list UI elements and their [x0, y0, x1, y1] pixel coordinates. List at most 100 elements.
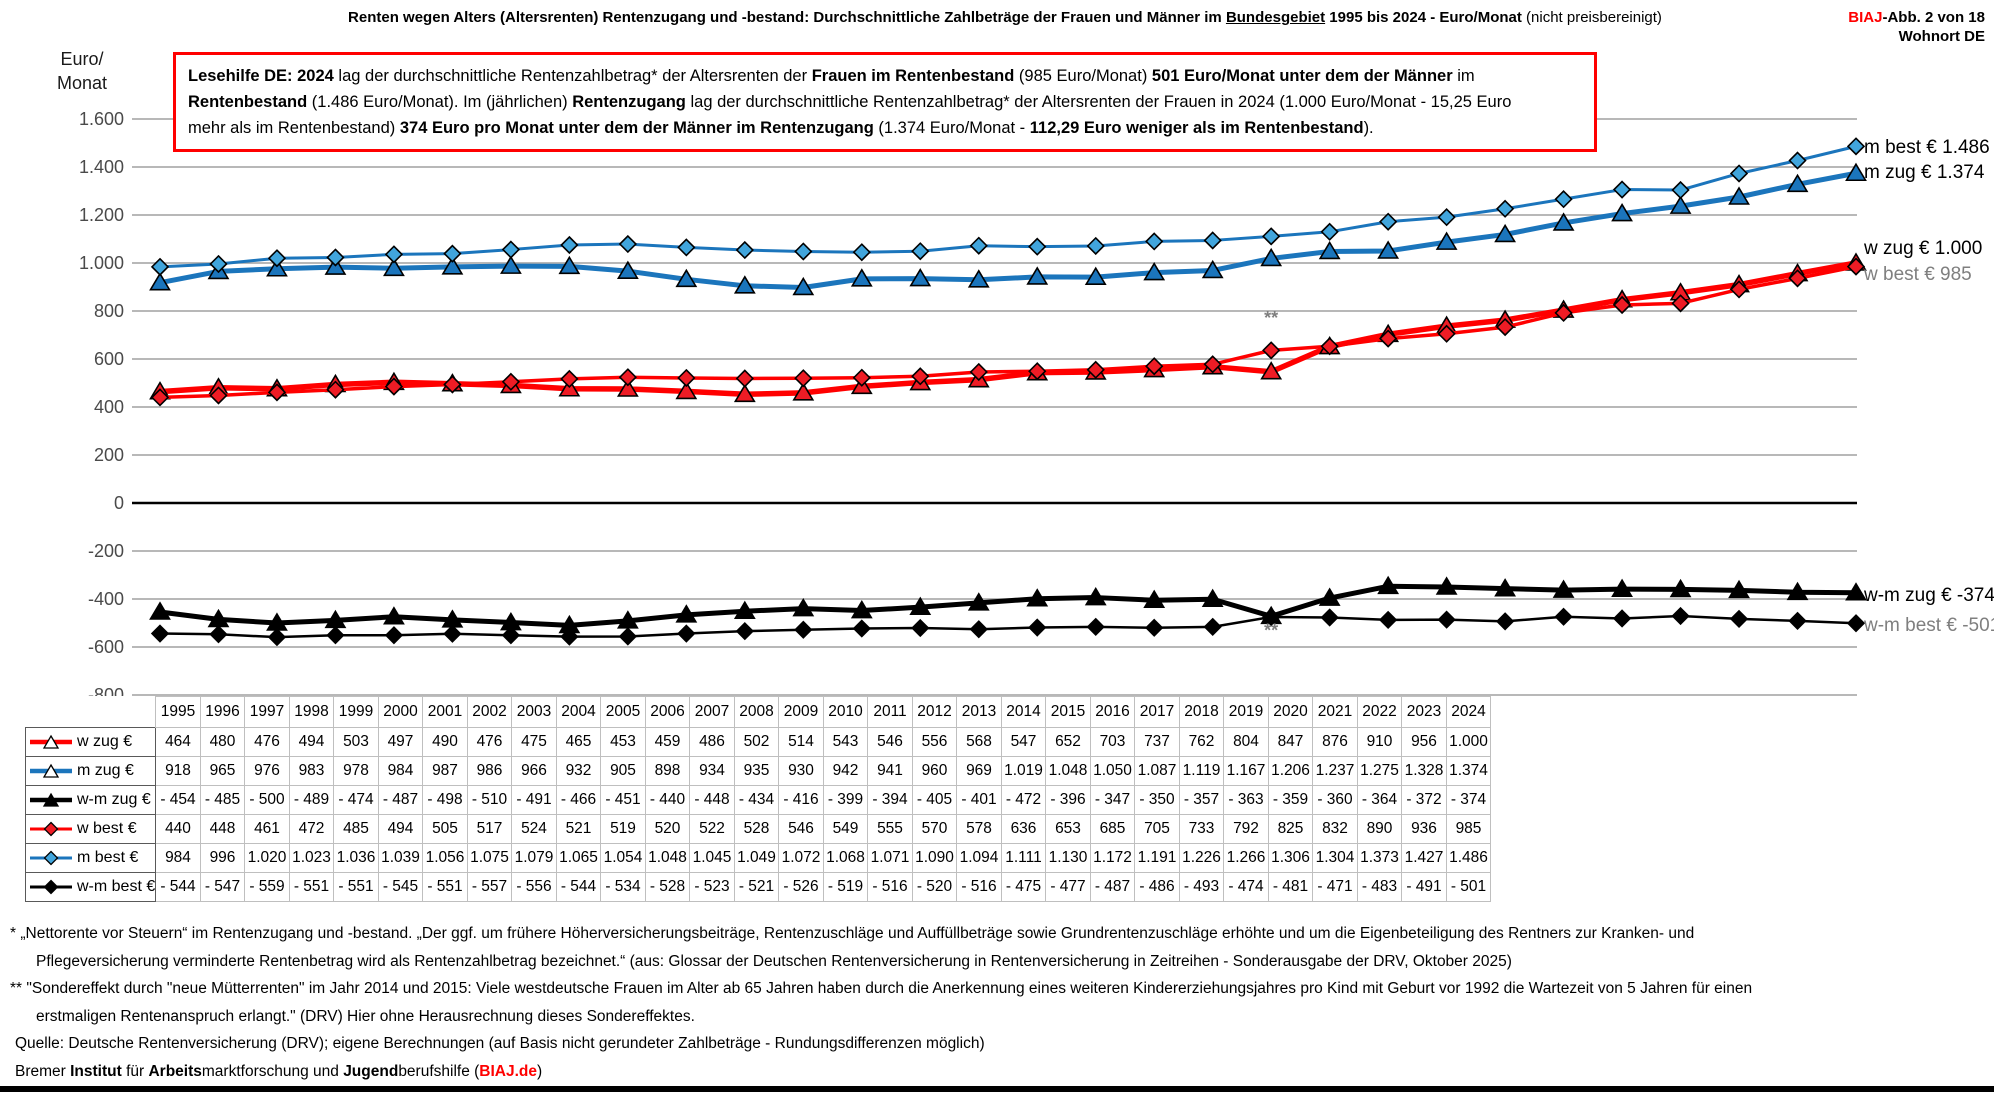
- value-cell: 1.172: [1089, 843, 1136, 873]
- y-axis-tick-label: 1.600: [79, 109, 124, 129]
- value-cell: 965: [199, 756, 246, 786]
- figure-number: BIAJ-Abb. 2 von 18 Wohnort DE: [1848, 8, 1985, 46]
- year-header-cell: 2013: [956, 696, 1002, 728]
- value-cell: 792: [1223, 814, 1269, 844]
- text-segment: lag der durchschnittliche Rentenzahlbetr…: [685, 93, 1512, 111]
- year-header-cell: 2006: [644, 696, 691, 728]
- data-point-marker: [1086, 617, 1105, 636]
- data-point-marker: [850, 599, 873, 619]
- value-cell: 733: [1178, 814, 1225, 844]
- value-cell: 524: [511, 814, 557, 844]
- value-cell: 1.072: [778, 843, 824, 873]
- text-segment: erstmaligen Rentenanspruch erlangt." (DR…: [36, 1007, 695, 1025]
- data-point-marker: [1728, 579, 1750, 599]
- value-cell: - 357: [1178, 785, 1225, 815]
- data-point-marker: [499, 255, 522, 274]
- value-cell: 517: [466, 814, 513, 844]
- data-point-marker: [209, 386, 228, 405]
- value-cell: 705: [1134, 814, 1180, 844]
- value-cell: - 471: [1312, 872, 1358, 902]
- value-cell: - 454: [155, 785, 201, 815]
- series-line: [159, 614, 1857, 639]
- value-cell: 825: [1267, 814, 1314, 844]
- series-line: [159, 144, 1857, 269]
- table-corner-cell: [26, 697, 156, 728]
- value-cell: 1.049: [733, 843, 780, 873]
- value-cell: - 486: [1134, 872, 1180, 902]
- table-row: m zug € 918 965 976 983 978 984 987 986 966 932 905…: [24, 756, 1492, 786]
- data-point-marker: [1612, 609, 1632, 628]
- legend-cell: w best €: [24, 814, 157, 844]
- data-point-marker: [1554, 607, 1573, 626]
- value-cell: 448: [199, 814, 246, 844]
- series-label: m zug €: [77, 761, 134, 779]
- value-cell: 1.075: [466, 843, 513, 873]
- value-cell: 490: [422, 727, 468, 757]
- data-point-marker: [1495, 612, 1515, 631]
- data-point-marker: [1086, 360, 1105, 379]
- legend-cell: w zug €: [24, 727, 157, 757]
- data-point-marker: [1437, 324, 1456, 343]
- data-point-marker: [675, 604, 698, 623]
- data-point-marker: [794, 369, 813, 388]
- data-point-marker: [558, 255, 581, 275]
- value-cell: 1.304: [1312, 843, 1358, 873]
- text-segment: (1.374 Euro/Monat -: [873, 119, 1030, 137]
- text-segment: Frauen im Rentenbestand: [811, 67, 1015, 85]
- value-cell: 1.486: [1445, 843, 1492, 873]
- data-point-marker: [675, 268, 698, 288]
- pension-line-chart: 1.600 1.400 1.200 1.000 800 600 400 200 0 -200 -40…: [79, 109, 1994, 705]
- text-segment: Jugend: [343, 1062, 399, 1080]
- value-cell: 1.068: [822, 843, 869, 873]
- value-cell: - 477: [1045, 872, 1091, 902]
- value-cell: 453: [600, 727, 646, 757]
- value-cell: - 559: [244, 872, 290, 902]
- value-cell: 440: [155, 814, 201, 844]
- data-point-marker: [677, 368, 696, 388]
- value-cell: - 416: [778, 785, 824, 815]
- data-point-marker: [1203, 231, 1222, 250]
- bottom-border: [0, 1086, 1994, 1092]
- data-point-marker: [1846, 257, 1866, 276]
- data-point-marker: [1788, 269, 1807, 288]
- value-cell: - 493: [1178, 872, 1225, 902]
- data-point-marker: [384, 377, 404, 396]
- value-cell: 528: [733, 814, 780, 844]
- value-cell: 1.237: [1312, 756, 1358, 786]
- value-cell: 652: [1045, 727, 1091, 757]
- value-cell: 1.111: [1000, 843, 1047, 873]
- value-cell: - 466: [555, 785, 602, 815]
- value-cell: - 528: [644, 872, 691, 902]
- data-table: 1995 1996 1997 1998 1999 2000 2001 2002 2003 2004…: [24, 696, 1492, 902]
- value-cell: 1.056: [422, 843, 468, 873]
- value-cell: 546: [867, 727, 913, 757]
- value-cell: 494: [288, 727, 335, 757]
- year-header-cell: 1995: [155, 696, 201, 728]
- table-row: w best € 440 448 461 472 485 494 505 517 524 521 51…: [24, 814, 1492, 844]
- value-cell: 983: [288, 756, 335, 786]
- data-point-marker: [560, 627, 579, 646]
- data-point-marker: [1435, 231, 1458, 250]
- value-cell: 1.094: [956, 843, 1002, 873]
- value-cell: 1.275: [1356, 756, 1403, 786]
- value-cell: 1.000: [1445, 727, 1492, 757]
- data-point-marker: [1379, 329, 1398, 348]
- text-segment: Rentenzugang: [572, 93, 686, 111]
- data-point-marker: [1786, 581, 1809, 601]
- value-cell: 519: [600, 814, 646, 844]
- source-line: Quelle: Deutsche Rentenversicherung (DRV…: [10, 1034, 1752, 1054]
- value-cell: 898: [644, 756, 691, 786]
- value-cell: - 475: [1000, 872, 1047, 902]
- value-cell: 1.045: [689, 843, 735, 873]
- value-cell: 568: [956, 727, 1002, 757]
- sonder-effect-annotation: **: [1264, 308, 1278, 328]
- value-cell: - 547: [199, 872, 246, 902]
- year-header-cell: 1998: [288, 696, 335, 728]
- data-point-marker: [1320, 337, 1339, 356]
- value-cell: - 556: [511, 872, 557, 902]
- reading-aid-line1: Lesehilfe DE: 2024 lag der durchschnittl…: [188, 63, 1582, 89]
- triangle-legend-icon: [30, 763, 72, 778]
- data-point-marker: [1786, 173, 1809, 193]
- data-point-marker: [969, 362, 988, 382]
- data-point-marker: [852, 368, 871, 387]
